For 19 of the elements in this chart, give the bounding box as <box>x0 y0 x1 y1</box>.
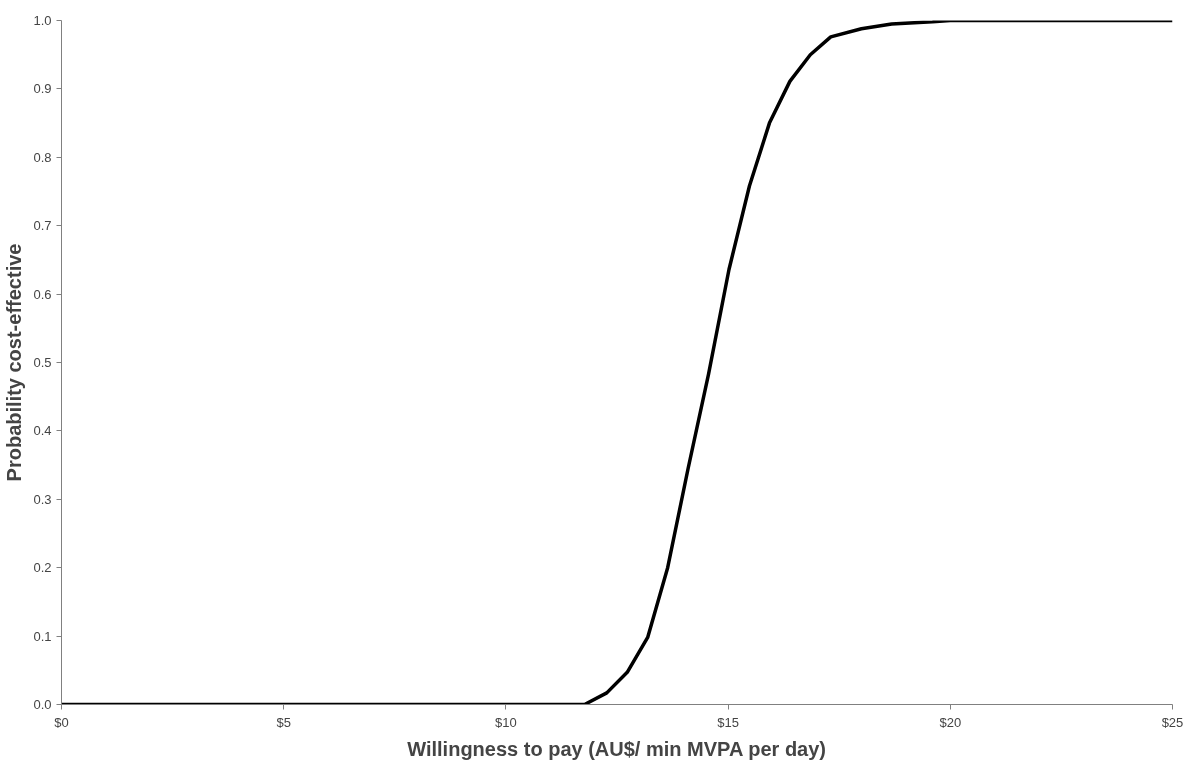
y-tick-label: 0.6 <box>33 286 52 302</box>
y-tick-label: 0.2 <box>33 560 52 576</box>
y-tick-label: 0.9 <box>33 81 52 97</box>
y-tick-label: 0.7 <box>33 218 52 234</box>
x-tick-label: $25 <box>1161 714 1184 730</box>
x-tick-label: $0 <box>54 714 69 730</box>
y-tick-label: 0.1 <box>33 628 52 644</box>
x-tick-label: $15 <box>717 714 739 730</box>
y-tick-label: 1.0 <box>33 13 52 28</box>
y-tick-label: 0.3 <box>33 491 52 507</box>
x-tick-label: $5 <box>276 714 291 730</box>
y-axis-title: Probability cost-effective <box>3 243 26 482</box>
y-tick-label: 0.5 <box>33 355 52 370</box>
x-tick-label: $20 <box>939 714 962 730</box>
x-tick-label: $10 <box>495 714 517 730</box>
x-axis-title: Willingness to pay (AU$/ min MVPA per day) <box>407 737 827 760</box>
y-tick-label: 0.0 <box>33 697 52 712</box>
y-tick-label: 0.4 <box>33 423 52 439</box>
y-tick-label: 0.8 <box>33 149 52 165</box>
